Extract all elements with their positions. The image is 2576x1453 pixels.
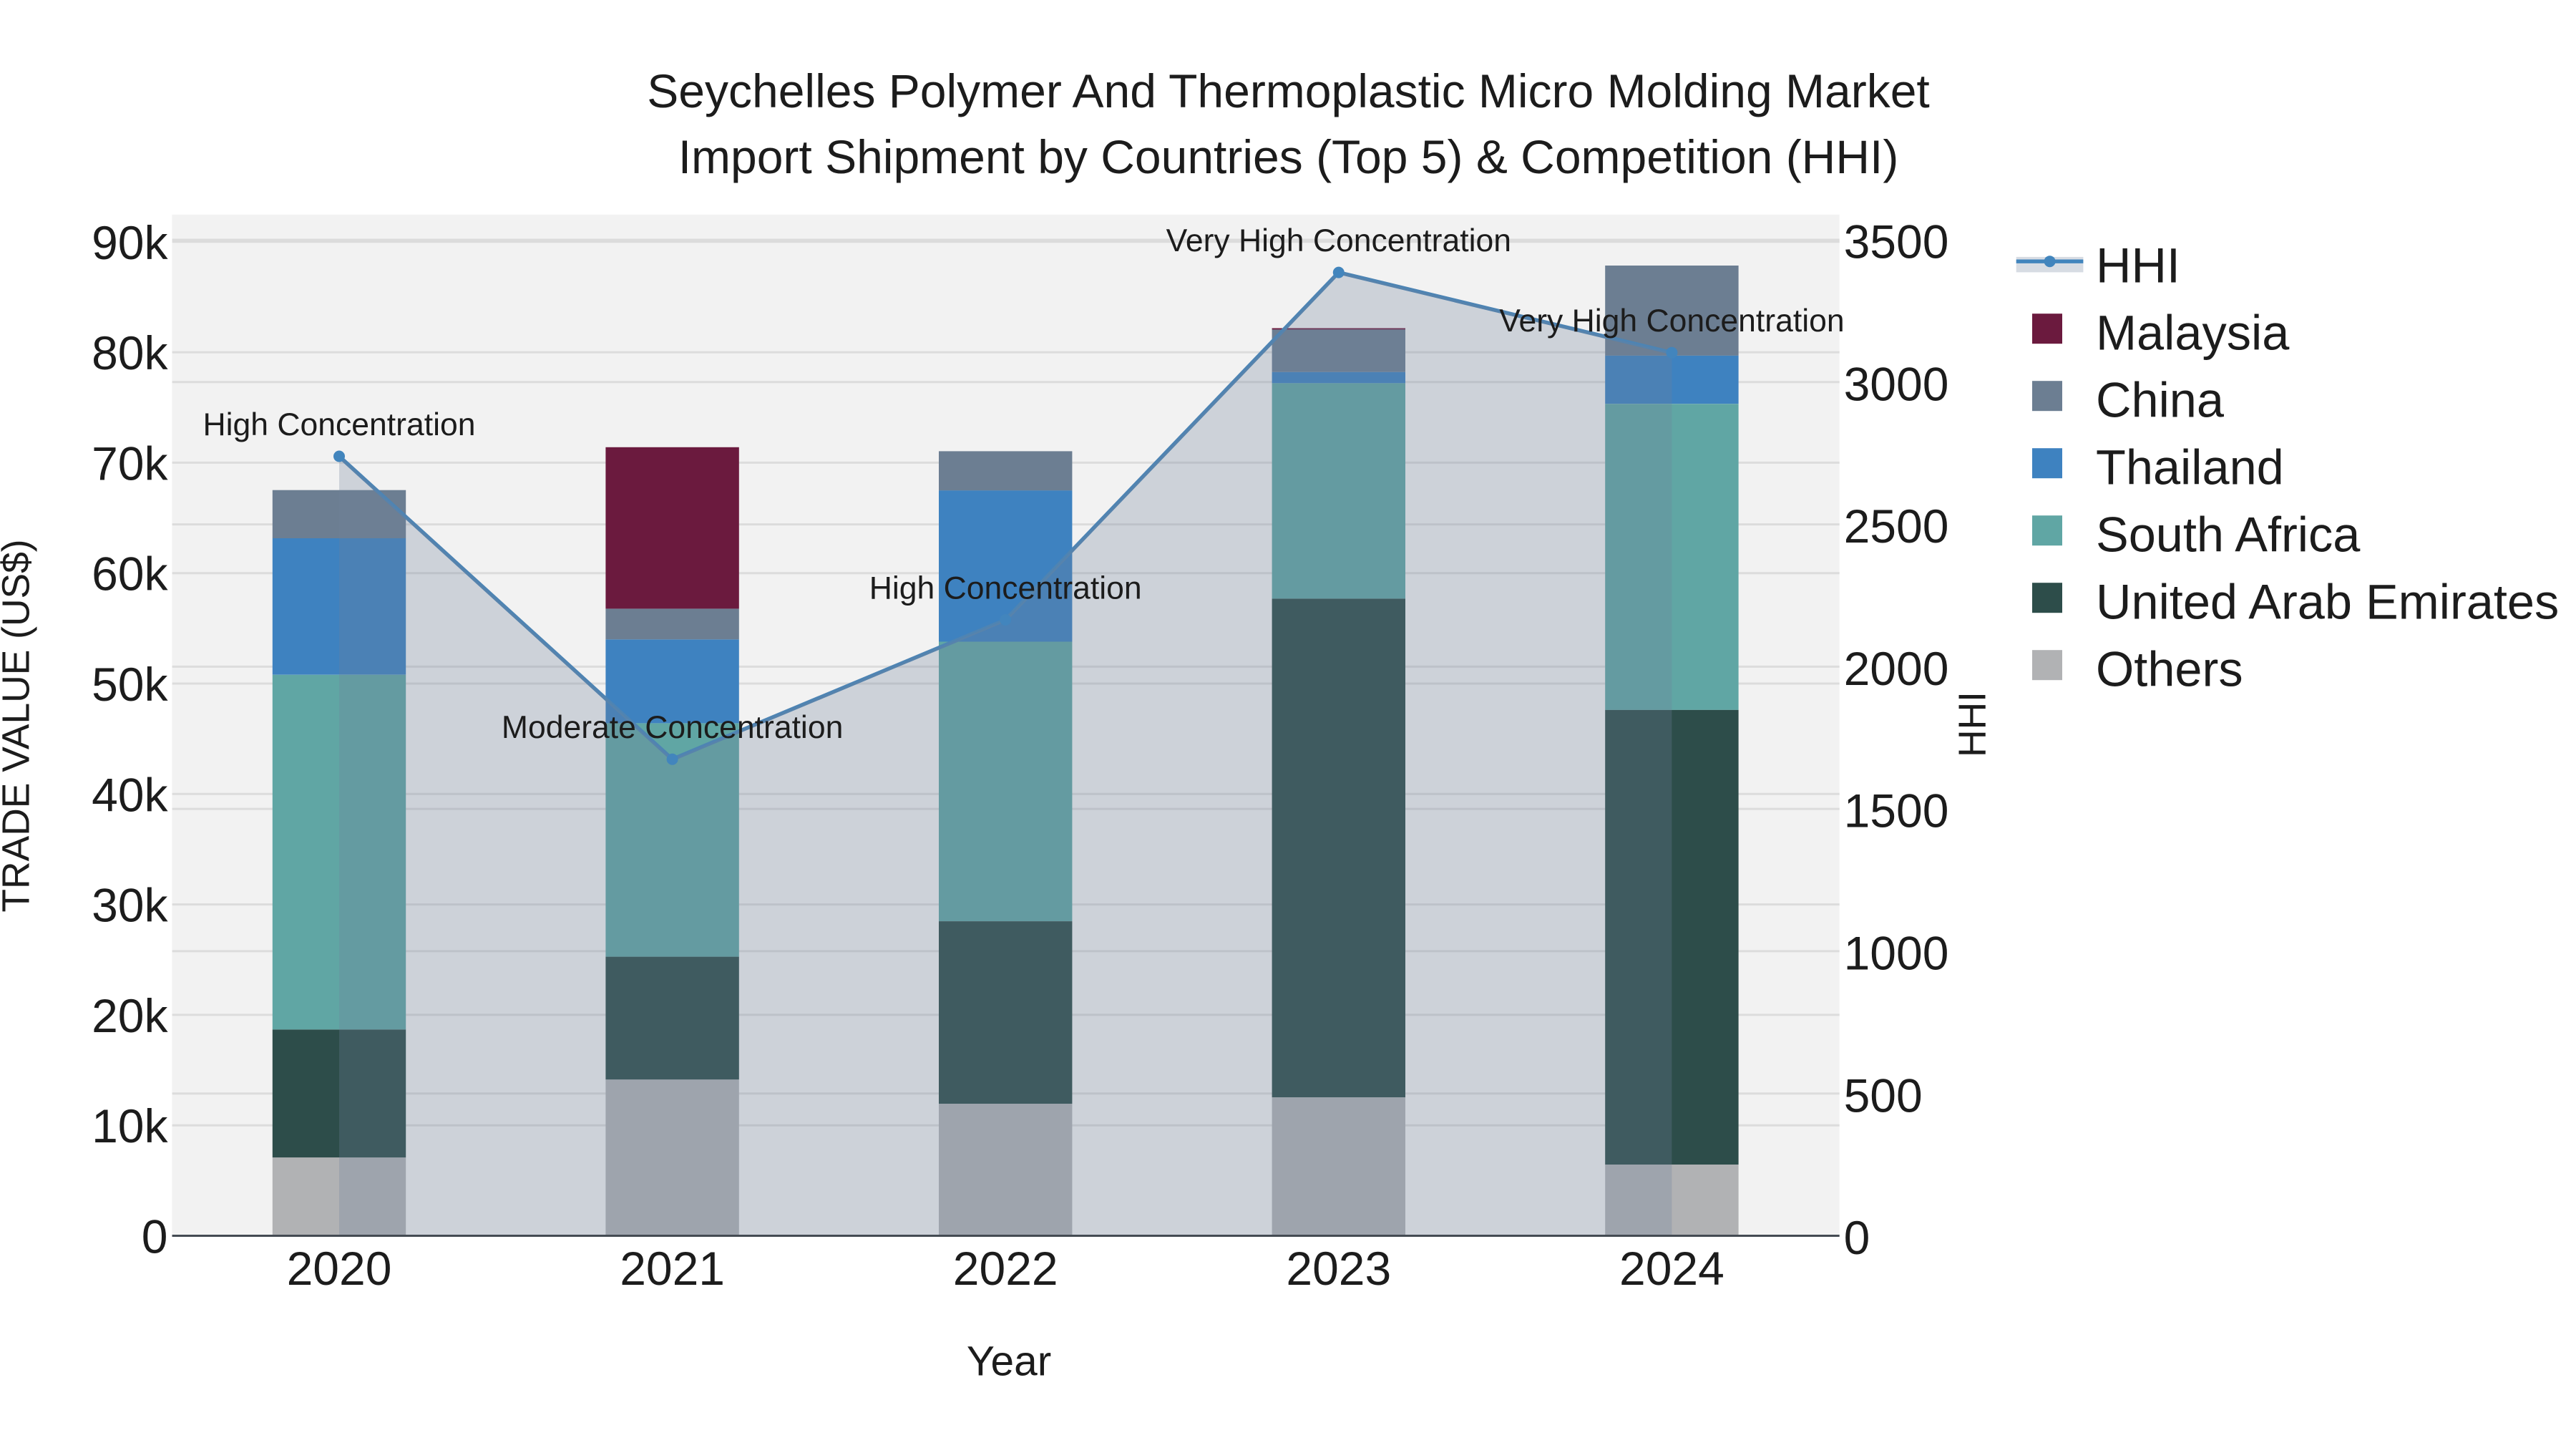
svg-text:2500: 2500 bbox=[1844, 500, 1949, 553]
svg-text:TRADE VALUE (US$): TRADE VALUE (US$) bbox=[0, 539, 38, 912]
svg-text:Others: Others bbox=[2096, 641, 2243, 696]
svg-text:2022: 2022 bbox=[953, 1242, 1058, 1295]
svg-text:Malaysia: Malaysia bbox=[2096, 305, 2290, 360]
svg-text:Moderate Concentration: Moderate Concentration bbox=[502, 710, 843, 745]
svg-text:500: 500 bbox=[1844, 1069, 1923, 1122]
svg-text:Very High Concentration: Very High Concentration bbox=[1499, 303, 1844, 339]
svg-text:HHI: HHI bbox=[2096, 238, 2180, 293]
svg-text:HHI: HHI bbox=[1952, 691, 1994, 757]
svg-text:90k: 90k bbox=[92, 216, 168, 269]
svg-text:Thailand: Thailand bbox=[2096, 439, 2284, 495]
svg-text:2023: 2023 bbox=[1286, 1242, 1391, 1295]
svg-text:0: 0 bbox=[1844, 1211, 1870, 1264]
svg-text:40k: 40k bbox=[92, 768, 168, 821]
svg-text:2000: 2000 bbox=[1844, 642, 1949, 695]
svg-text:Seychelles Polymer And Thermop: Seychelles Polymer And Thermoplastic Mic… bbox=[647, 64, 1929, 117]
svg-text:United Arab Emirates: United Arab Emirates bbox=[2096, 574, 2559, 629]
svg-text:2021: 2021 bbox=[620, 1242, 725, 1295]
svg-text:0: 0 bbox=[142, 1210, 168, 1263]
svg-text:High Concentration: High Concentration bbox=[869, 571, 1142, 606]
svg-text:80k: 80k bbox=[92, 326, 168, 379]
svg-text:20k: 20k bbox=[92, 989, 168, 1042]
svg-text:2020: 2020 bbox=[287, 1242, 392, 1295]
svg-text:3500: 3500 bbox=[1844, 215, 1949, 268]
svg-text:Very High Concentration: Very High Concentration bbox=[1166, 223, 1511, 258]
svg-text:3000: 3000 bbox=[1844, 357, 1949, 410]
svg-text:30k: 30k bbox=[92, 879, 168, 932]
svg-text:10k: 10k bbox=[92, 1099, 168, 1152]
svg-text:70k: 70k bbox=[92, 437, 168, 490]
svg-text:1000: 1000 bbox=[1844, 927, 1949, 980]
svg-text:2024: 2024 bbox=[1619, 1242, 1724, 1295]
svg-text:1500: 1500 bbox=[1844, 784, 1949, 837]
svg-text:China: China bbox=[2096, 372, 2225, 427]
svg-text:50k: 50k bbox=[92, 658, 168, 711]
svg-text:Import Shipment by Countries (: Import Shipment by Countries (Top 5) & C… bbox=[678, 130, 1899, 183]
svg-text:Year: Year bbox=[967, 1338, 1051, 1385]
svg-text:60k: 60k bbox=[92, 548, 168, 601]
svg-text:South Africa: South Africa bbox=[2096, 507, 2361, 562]
svg-text:High Concentration: High Concentration bbox=[203, 407, 476, 442]
